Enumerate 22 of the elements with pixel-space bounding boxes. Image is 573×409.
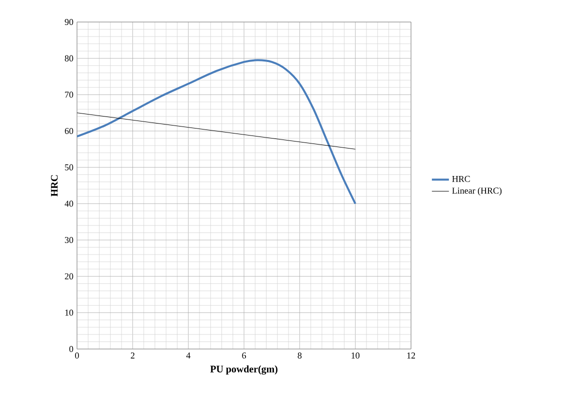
y-tick-label: 90 [64,18,74,26]
x-tick-label: 8 [298,352,302,359]
y-tick-label: 0 [69,346,74,352]
x-tick-label: 0 [75,352,79,359]
legend-label: Linear (HRC) [452,187,502,196]
y-tick-label: 10 [65,310,74,316]
y-tick-label: 60 [64,128,74,134]
y-tick-label: 80 [64,55,74,62]
y-tick-label: 50 [65,164,74,170]
y-tick-label: 40 [64,200,74,207]
x-axis-title: PU powder(gm) [210,365,278,375]
x-tick-label: 6 [242,352,246,359]
x-tick-label: 2 [130,352,134,358]
line-series [77,59,356,205]
x-tick-label: 10 [352,352,360,359]
y-tick-label: 20 [64,273,74,280]
x-tick-label: 4 [186,352,190,358]
legend-label: HRC [452,176,470,182]
y-tick-label: 70 [65,92,74,98]
y-axis-title: HRC [50,175,58,196]
y-tick-label: 30 [64,236,74,244]
x-tick-label: 12 [407,352,415,358]
